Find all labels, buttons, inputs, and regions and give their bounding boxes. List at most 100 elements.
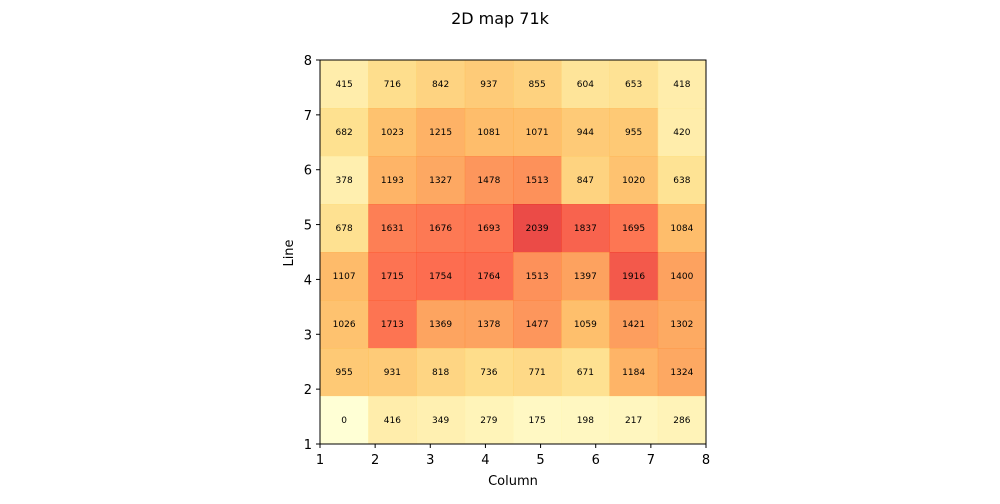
cell-value-label: 198	[577, 416, 594, 426]
heatmap-cell	[320, 204, 369, 253]
y-axis-label: Line	[282, 239, 297, 266]
heatmap-cell	[320, 108, 369, 157]
cell-value-label: 1754	[429, 272, 452, 282]
cell-value-label: 1084	[670, 224, 693, 234]
heatmap-cell	[320, 300, 369, 349]
heatmap-cell	[320, 156, 369, 205]
heatmap-cell	[561, 108, 610, 157]
heatmap-cell	[416, 300, 466, 349]
heatmap-cell	[657, 156, 707, 205]
heatmap-cell	[368, 348, 417, 397]
heatmap-cell	[609, 396, 659, 445]
heatmap-cell	[609, 156, 659, 205]
cell-value-label: 1676	[429, 224, 452, 234]
cell-value-label: 1302	[670, 320, 693, 330]
cell-value-label: 1477	[526, 320, 549, 330]
cell-value-label: 931	[384, 368, 401, 378]
heatmap-cell	[368, 108, 417, 157]
cell-value-label: 1107	[333, 272, 356, 282]
heatmap-cell	[464, 252, 514, 301]
cell-value-label: 1715	[381, 272, 404, 282]
heatmap-cell	[513, 60, 562, 109]
cell-value-label: 937	[480, 80, 497, 90]
cell-value-label: 1193	[381, 176, 404, 186]
cell-value-label: 638	[673, 176, 690, 186]
cell-value-label: 818	[432, 368, 449, 378]
heatmap-cell	[561, 156, 610, 205]
x-tick-label: 8	[702, 453, 710, 468]
y-tick-label: 1	[304, 438, 312, 453]
heatmap-cell	[609, 300, 659, 349]
cell-value-label: 175	[529, 416, 546, 426]
heatmap-cell	[609, 204, 659, 253]
heatmap-cell	[416, 396, 466, 445]
heatmap-cell	[657, 60, 707, 109]
cell-value-label: 1369	[429, 320, 452, 330]
heatmap-cell	[464, 300, 514, 349]
cell-value-label: 682	[336, 128, 353, 138]
heatmap-cell	[320, 60, 369, 109]
x-tick-label: 1	[316, 453, 324, 468]
cell-value-label: 1631	[381, 224, 404, 234]
heatmap-cell	[416, 204, 466, 253]
heatmap-cell	[416, 348, 466, 397]
x-tick-label: 4	[481, 453, 489, 468]
y-tick-label: 5	[304, 219, 312, 234]
heatmap-cell	[657, 300, 707, 349]
cell-value-label: 1916	[622, 272, 645, 282]
cell-value-label: 1071	[526, 128, 549, 138]
cell-value-label: 855	[529, 80, 546, 90]
heatmap-cells: 415 716 842 937 855 604 653 418 682 1023 1215 1081 1…	[320, 60, 707, 445]
heatmap-cell	[561, 300, 610, 349]
plot-frame	[319, 59, 707, 445]
heatmap-cell	[561, 204, 610, 253]
cell-value-label: 955	[625, 128, 642, 138]
cell-value-label: 217	[625, 416, 642, 426]
cell-value-label: 1513	[526, 272, 549, 282]
cell-value-label: 1695	[622, 224, 645, 234]
y-tick-label: 8	[304, 54, 312, 69]
heatmap-cell	[320, 396, 369, 445]
cell-value-label: 1020	[622, 176, 645, 186]
heatmap-cell	[561, 252, 610, 301]
cell-value-label: 842	[432, 80, 449, 90]
heatmap-cell	[609, 60, 659, 109]
cell-value-label: 420	[673, 128, 690, 138]
heatmap-cell	[561, 396, 610, 445]
heatmap-cell	[368, 300, 417, 349]
cell-value-label: 955	[336, 368, 353, 378]
chart-title: 2D map 71k	[451, 9, 550, 28]
cell-value-label: 771	[529, 368, 546, 378]
heatmap-cell	[609, 108, 659, 157]
x-axis-label: Column	[488, 474, 538, 489]
heatmap-cell	[657, 108, 707, 157]
heatmap-cell	[513, 156, 562, 205]
y-axis-ticks: 1 2 3 4 5 6 7 8	[304, 54, 320, 453]
x-tick-label: 5	[536, 453, 544, 468]
cell-value-label: 678	[336, 224, 353, 234]
heatmap-cell	[513, 252, 562, 301]
cell-value-label: 1215	[429, 128, 452, 138]
cell-value-label: 1421	[622, 320, 645, 330]
heatmap-cell	[320, 348, 369, 397]
x-tick-label: 3	[426, 453, 434, 468]
cell-value-label: 415	[336, 80, 353, 90]
cell-value-label: 604	[577, 80, 594, 90]
cell-value-label: 1026	[333, 320, 356, 330]
cell-value-label: 0	[341, 416, 347, 426]
cell-value-label: 1378	[477, 320, 500, 330]
heatmap-cell	[368, 252, 417, 301]
heatmap-cell	[609, 252, 659, 301]
heatmap-cell	[368, 396, 417, 445]
heatmap-cell	[320, 252, 369, 301]
cell-value-label: 418	[673, 80, 690, 90]
cell-value-label: 716	[384, 80, 401, 90]
heatmap-cell	[368, 60, 417, 109]
cell-value-label: 736	[480, 368, 497, 378]
heatmap-cell	[657, 252, 707, 301]
x-axis-ticks: 1 2 3 4 5 6 7 8	[316, 444, 710, 468]
cell-value-label: 378	[336, 176, 353, 186]
heatmap-cell	[368, 156, 417, 205]
